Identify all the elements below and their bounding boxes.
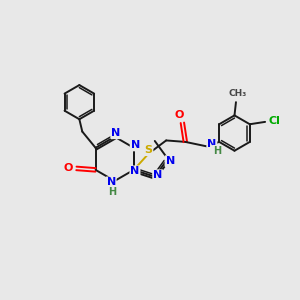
Text: N: N xyxy=(130,166,140,176)
Text: N: N xyxy=(111,128,121,138)
Text: O: O xyxy=(175,110,184,120)
Text: O: O xyxy=(64,164,73,173)
Text: N: N xyxy=(166,156,175,166)
Text: N: N xyxy=(153,170,162,180)
Text: N: N xyxy=(130,140,140,150)
Text: N: N xyxy=(207,139,216,149)
Text: S: S xyxy=(145,145,152,155)
Text: H: H xyxy=(213,146,221,156)
Text: N: N xyxy=(106,177,116,188)
Text: H: H xyxy=(108,187,116,197)
Text: CH₃: CH₃ xyxy=(228,89,247,98)
Text: Cl: Cl xyxy=(268,116,280,126)
